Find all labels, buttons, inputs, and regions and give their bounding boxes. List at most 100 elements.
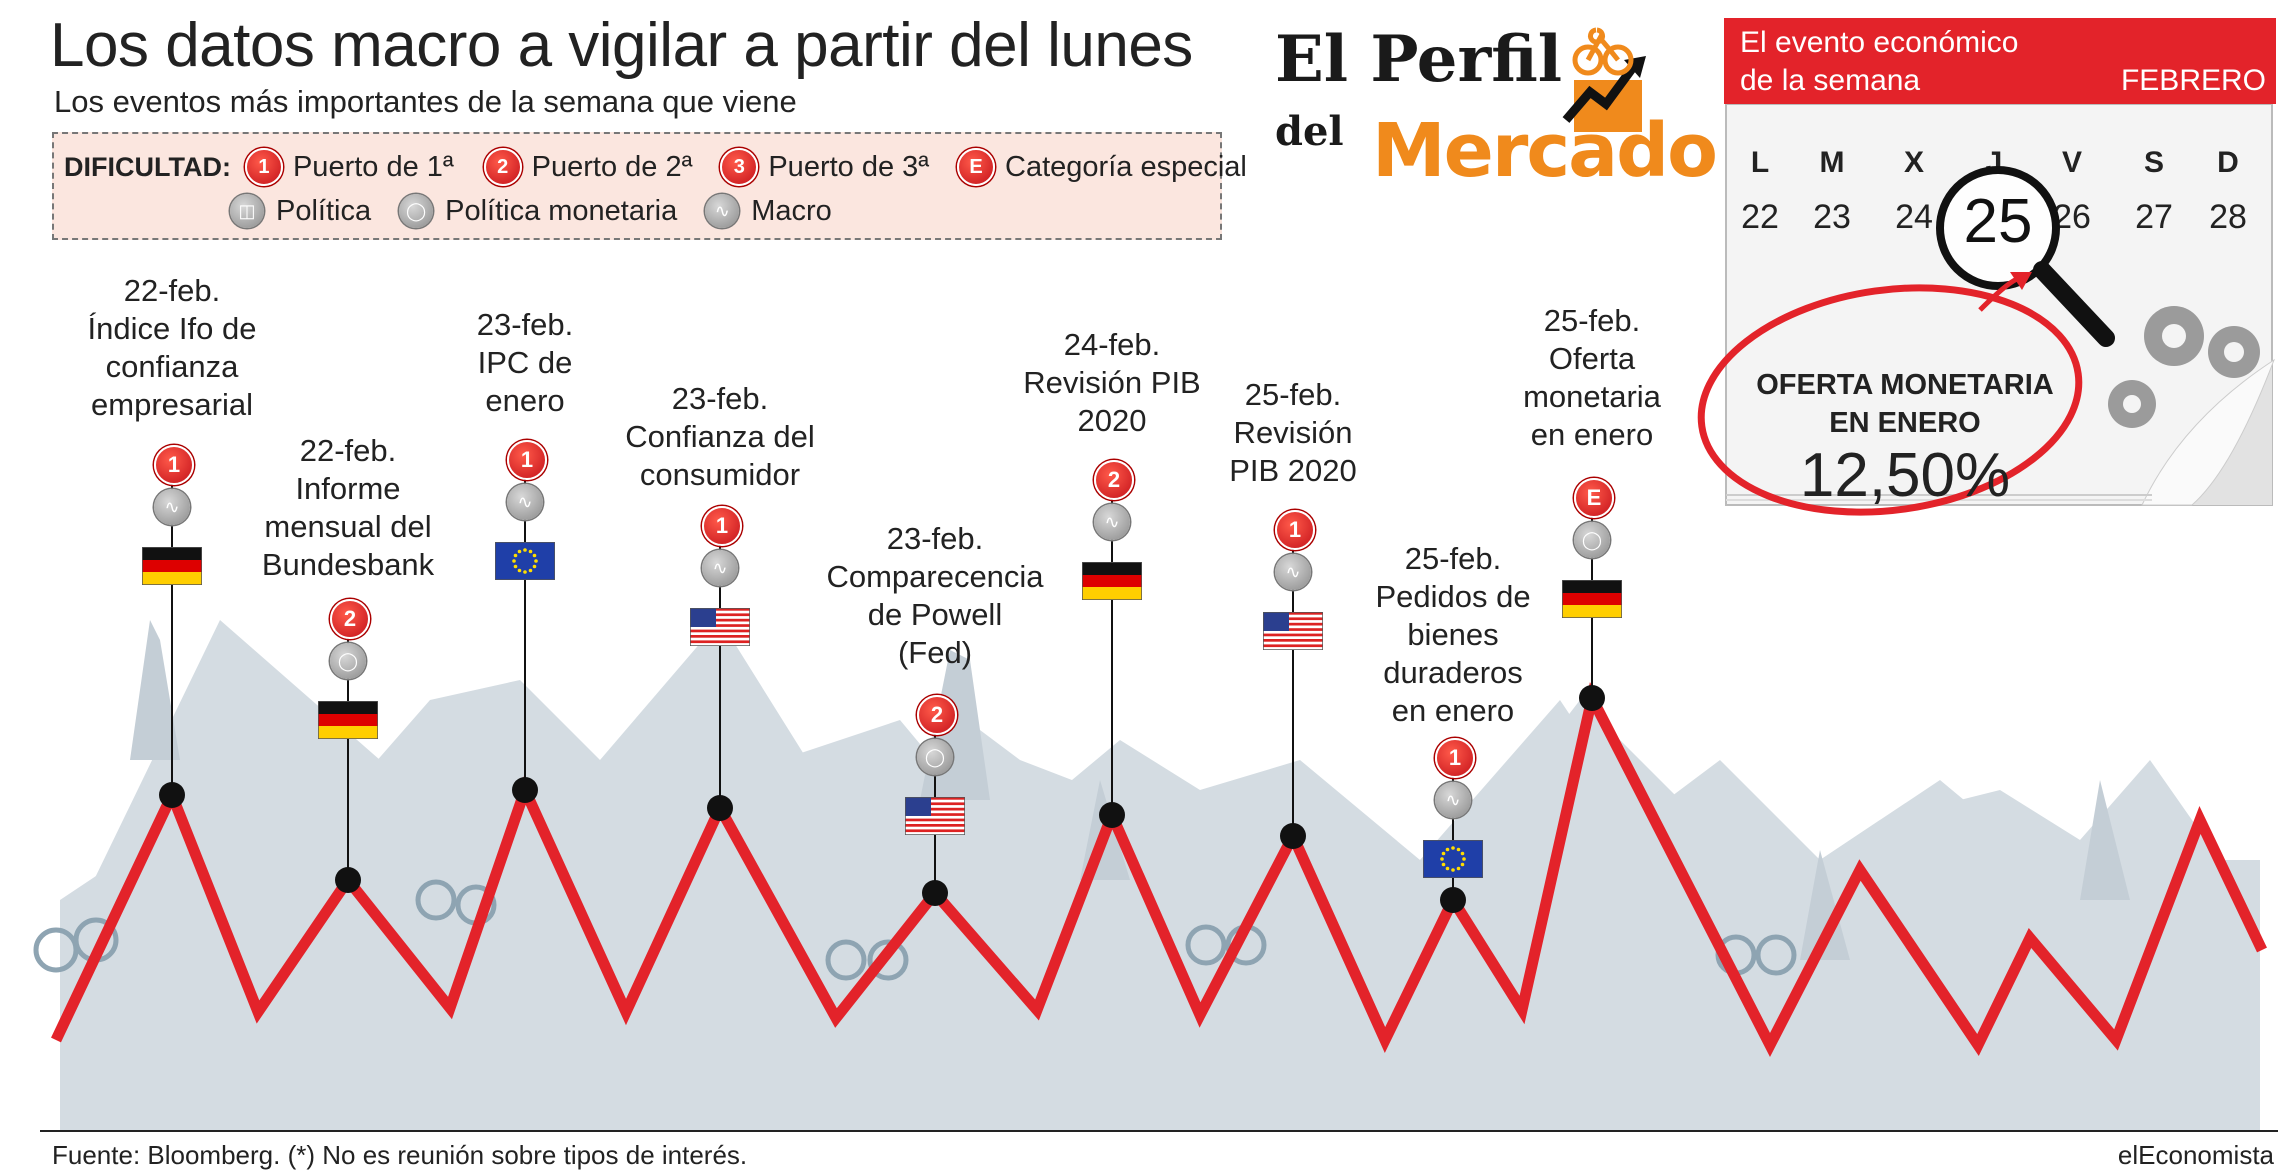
calendar-day-name: V: [2061, 146, 2082, 179]
event-title-line: empresarial: [91, 387, 253, 422]
event-difficulty-badge: E: [1574, 478, 1614, 518]
monetary-policy-icon: ◯: [1574, 522, 1610, 558]
country-flag-icon: [141, 546, 203, 590]
calendar-day-name: D: [2217, 146, 2239, 179]
event-date: 23-feb.: [886, 521, 984, 556]
event-date: 22-feb.: [299, 433, 397, 468]
event-title-line: en enero: [1391, 693, 1515, 728]
macro-icon: ∿: [1275, 554, 1311, 590]
event-title-line: consumidor: [639, 457, 801, 492]
event-stem: [1452, 756, 1454, 900]
event-stem: [171, 463, 173, 795]
calendar-day-name: X: [1903, 146, 1924, 179]
calendar-day-name: S: [2143, 146, 2164, 179]
event-date: 23-feb.: [671, 381, 769, 416]
legend-title: DIFICULTAD:: [64, 151, 231, 182]
event-difficulty-badge: 2: [330, 599, 370, 639]
monetary-policy-icon: ◯: [917, 739, 953, 775]
country-flag-icon: [1262, 611, 1324, 655]
country-flag-icon: [1422, 839, 1484, 883]
legend-label: Puerto de 1ª: [292, 150, 454, 183]
calendar-day-number: 28: [2209, 198, 2247, 236]
highlight-label: OFERTA MONETARIA EN ENERO: [1756, 369, 2054, 439]
legend-row-types: ◫ Política ◯ Política monetaria ∿ Macro: [230, 194, 832, 228]
footer-brand: elEconomista: [2117, 1140, 2274, 1170]
event-difficulty-badge: 2: [917, 695, 957, 735]
event-title-line: mensual del: [264, 509, 432, 544]
highlight-circle-art: [1697, 272, 2083, 516]
event-title-line: Oferta: [1548, 341, 1636, 376]
event-title-line: de Powell: [867, 597, 1003, 632]
monetary-policy-icon: ◯: [399, 194, 434, 228]
event-difficulty-badge: 2: [1094, 460, 1134, 500]
difficulty-1-badge: 1: [244, 148, 283, 186]
legend-label: Política: [276, 194, 372, 227]
macro-icon: ∿: [1094, 504, 1130, 540]
macro-icon: ∿: [702, 550, 738, 586]
country-flag-icon: [689, 607, 751, 651]
event-date: 24-feb.: [1063, 327, 1161, 362]
event-stem: [347, 617, 349, 880]
brand-line1: El Perfil: [1275, 22, 1563, 97]
country-flag-icon: [317, 700, 379, 744]
event-title-line: IPC de: [477, 345, 573, 380]
event-title-line: Comparecencia: [826, 559, 1044, 594]
event-title-line: Informe: [295, 471, 401, 506]
event-peak-marker: [512, 777, 538, 803]
calendar-month: FEBRERO: [2120, 64, 2266, 97]
politics-icon: ◫: [230, 194, 264, 228]
page-title: Los datos macro a vigilar a partir del l…: [50, 11, 1193, 80]
event-title-line: 2020: [1077, 403, 1147, 438]
event-date: 23-feb.: [476, 307, 574, 342]
calendar-day-number: 24: [1895, 198, 1933, 236]
calendar-day-name: M: [1819, 146, 1845, 179]
event-title-line: Pedidos de: [1375, 579, 1531, 614]
event-difficulty-badge: 1: [1435, 738, 1475, 778]
event-peak-marker: [922, 880, 948, 906]
highlight-value: 12,50%: [1799, 441, 2011, 510]
calendar-header-line2: de la semana: [1740, 64, 1921, 97]
event-stem: [524, 458, 526, 790]
calendar-page-art: [1725, 103, 2276, 506]
country-flag-icon: [494, 541, 556, 585]
event-label: 24-feb. Revisión PIB 2020: [1023, 326, 1200, 440]
event-peak-marker: [159, 782, 185, 808]
calendar-day-number: 22: [1741, 198, 1779, 236]
event-stem: [1292, 528, 1294, 836]
event-difficulty-badge: 1: [154, 445, 194, 485]
stage-profile-line: [51, 681, 2267, 1058]
event-difficulty-badge: 1: [1275, 510, 1315, 550]
country-flag-icon: [904, 796, 966, 840]
legend-label: Política monetaria: [445, 194, 678, 227]
macro-icon: ∿: [507, 484, 543, 520]
event-peak-marker: [1440, 887, 1466, 913]
calendar-highlighted-day: 25: [1963, 187, 2033, 256]
legend-label: Puerto de 2ª: [531, 150, 693, 183]
brand-line3: Mercado: [1372, 108, 1718, 194]
event-date: 25-feb.: [1543, 303, 1641, 338]
event-title-line: duraderos: [1383, 655, 1523, 690]
event-label: 25-feb. Pedidos de bienes duraderos en enero: [1375, 540, 1530, 730]
difficulty-legend: DIFICULTAD: 1 Puerto de 1ª 2 Puerto de 2…: [52, 132, 1247, 240]
event-title-line: PIB 2020: [1229, 453, 1357, 488]
legend-row-difficulty: DIFICULTAD: 1 Puerto de 1ª 2 Puerto de 2…: [64, 148, 1247, 186]
macro-icon: ∿: [705, 194, 740, 228]
event-peak-marker: [707, 795, 733, 821]
brand-line2: del: [1275, 108, 1344, 155]
event-label: 25-feb. Oferta monetaria en enero: [1523, 302, 1661, 454]
event-date: 22-feb.: [123, 273, 221, 308]
event-title-line: Bundesbank: [261, 547, 435, 582]
event-title-line: confianza: [105, 349, 239, 384]
event-date: 25-feb.: [1244, 377, 1342, 412]
cyclist-chart-logo-icon: [1562, 27, 1646, 132]
event-stem: [719, 524, 721, 808]
monetary-policy-icon: ◯: [330, 643, 366, 679]
event-label: 23-feb. Confianza del consumidor: [625, 380, 815, 494]
difficulty-e-badge: E: [957, 148, 996, 186]
event-peak-marker: [335, 867, 361, 893]
page-subtitle: Los eventos más importantes de la semana…: [54, 84, 797, 119]
event-date: 25-feb.: [1404, 541, 1502, 576]
event-peak-marker: [1579, 685, 1605, 711]
calendar-day-number: 23: [1813, 198, 1851, 236]
